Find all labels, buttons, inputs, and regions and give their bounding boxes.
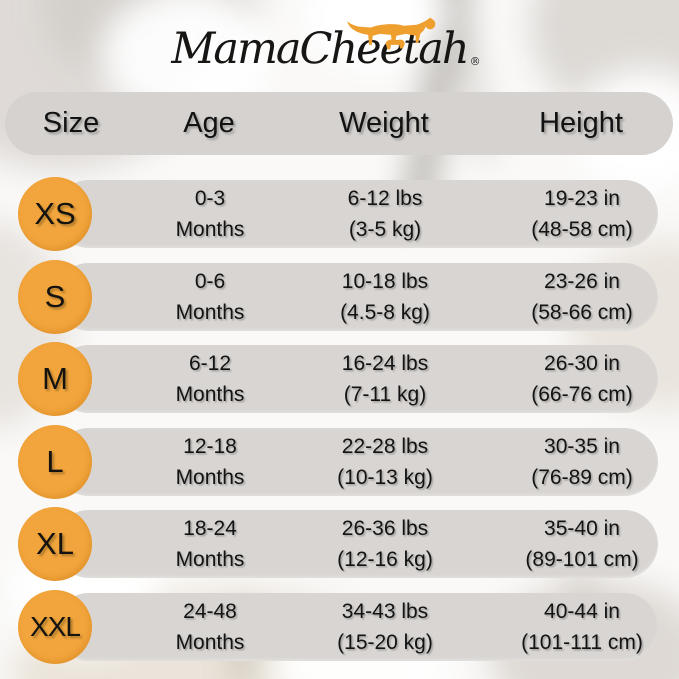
height-cm: (48-58 cm) [531,218,633,241]
weight-lbs: 34-43 lbs [341,599,429,623]
table-row: 18-24 Months 26-36 lbs (12-16 kg) 35-40 … [0,507,679,581]
weight-lbs: 16-24 lbs [341,352,429,375]
age-range: 6-12 [188,352,232,375]
weight-cell: 22-28 lbs (10-13 kg) [337,428,433,496]
age-cell: 24-48 Months [176,593,245,661]
weight-lbs: 6-12 lbs [347,187,423,210]
table-row: 0-6 Months 10-18 lbs (4.5-8 kg) 23-26 in… [0,259,679,334]
height-cell: 30-35 in (76-89 cm) [531,428,633,496]
header-size: Size [42,107,100,139]
weight-lbs: 10-18 lbs [341,269,429,293]
weight-kg: (3-5 kg) [348,218,422,241]
header-weight: Weight [339,107,429,139]
weight-cell: 10-18 lbs (4.5-8 kg) [340,263,430,331]
table-row: 12-18 Months 22-28 lbs (10-13 kg) 30-35 … [0,424,679,499]
age-unit: Months [175,548,245,571]
row-bar: 0-6 Months 10-18 lbs (4.5-8 kg) 23-26 in… [55,262,658,331]
table-row: 0-3 Months 6-12 lbs (3-5 kg) 19-23 in (4… [0,177,679,251]
weight-lbs: 22-28 lbs [341,434,429,458]
weight-cell: 16-24 lbs (7-11 kg) [342,345,428,413]
height-cell: 40-44 in (101-111 cm) [521,593,643,661]
age-range: 0-3 [194,187,226,210]
size-badge: XS [18,177,92,251]
height-cm: (66-76 cm) [531,383,633,406]
weight-cell: 34-43 lbs (15-20 kg) [337,593,433,661]
height-in: 35-40 in [544,517,620,540]
table-row: 24-48 Months 34-43 lbs (15-20 kg) 40-44 … [0,589,679,664]
height-cm: (76-89 cm) [531,465,633,489]
age-unit: Months [175,300,245,324]
height-cell: 23-26 in (58-66 cm) [531,263,633,331]
registered-mark-icon: ® [469,55,481,68]
weight-kg: (7-11 kg) [343,383,427,406]
age-unit: Months [175,465,245,489]
height-cell: 26-30 in (66-76 cm) [531,345,633,413]
weight-lbs: 26-36 lbs [341,517,429,540]
size-badge: XXL [18,589,92,664]
age-range: 24-48 [183,599,237,623]
age-range: 18-24 [183,517,237,540]
height-cm: (58-66 cm) [531,300,633,324]
age-cell: 18-24 Months [176,510,245,578]
row-bar: 6-12 Months 16-24 lbs (7-11 kg) 26-30 in… [55,345,658,413]
height-in: 23-26 in [544,269,620,293]
table-header-bar: Size Age Weight Height [5,92,673,155]
weight-cell: 6-12 lbs (3-5 kg) [348,180,423,248]
age-range: 12-18 [183,434,237,458]
age-cell: 0-6 Months [176,263,245,331]
height-in: 40-44 in [544,599,620,623]
weight-cell: 26-36 lbs (12-16 kg) [337,510,433,578]
row-bar: 24-48 Months 34-43 lbs (15-20 kg) 40-44 … [55,592,658,661]
table-row: 6-12 Months 16-24 lbs (7-11 kg) 26-30 in… [0,342,679,416]
weight-kg: (15-20 kg) [337,630,433,654]
age-cell: 0-3 Months [176,180,245,248]
header-age: Age [183,107,235,139]
size-badge: XL [18,507,92,581]
age-cell: 12-18 Months [176,428,245,496]
size-badge: L [18,424,92,499]
height-in: 26-30 in [544,352,620,375]
header-height: Height [539,107,623,139]
weight-kg: (10-13 kg) [337,465,433,489]
height-cm: (101-111 cm) [521,630,643,654]
age-unit: Months [175,383,245,406]
height-cm: (89-101 cm) [525,548,639,571]
age-range: 0-6 [194,269,226,293]
age-unit: Months [175,218,245,241]
size-badge: M [18,342,92,416]
age-unit: Months [175,630,245,654]
row-bar: 18-24 Months 26-36 lbs (12-16 kg) 35-40 … [55,510,658,578]
brand-logo: MamaCheetah ® [160,14,490,84]
weight-kg: (4.5-8 kg) [340,300,430,324]
cheetah-icon [347,17,436,50]
height-cell: 35-40 in (89-101 cm) [525,510,638,578]
size-badge: S [18,259,92,334]
height-in: 19-23 in [544,187,620,210]
size-rows: 0-3 Months 6-12 lbs (3-5 kg) 19-23 in (4… [0,177,679,664]
height-cell: 19-23 in (48-58 cm) [531,180,633,248]
row-bar: 12-18 Months 22-28 lbs (10-13 kg) 30-35 … [55,427,658,496]
height-in: 30-35 in [544,434,620,458]
row-bar: 0-3 Months 6-12 lbs (3-5 kg) 19-23 in (4… [55,180,658,248]
weight-kg: (12-16 kg) [337,548,433,571]
age-cell: 6-12 Months [176,345,245,413]
